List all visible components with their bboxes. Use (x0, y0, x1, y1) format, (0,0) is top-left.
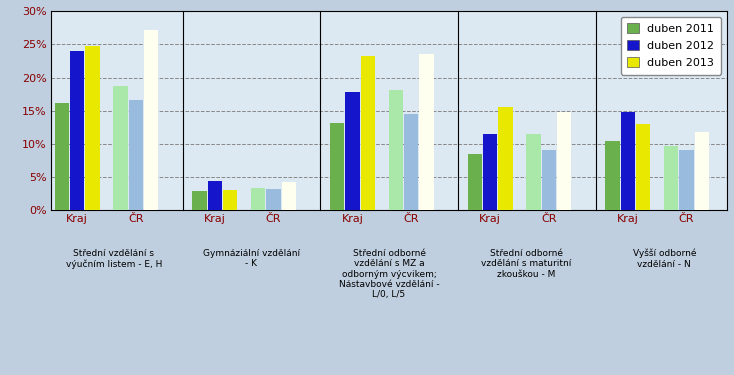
Text: Střední odborné
vzdělání s maturitní
zkouškou - M: Střední odborné vzdělání s maturitní zko… (482, 249, 572, 279)
Bar (468, 154, 482, 210)
Bar (70, 51, 84, 210)
Bar (557, 112, 571, 210)
Bar (223, 190, 237, 210)
Bar (208, 181, 222, 210)
Bar (419, 54, 434, 210)
Bar (621, 112, 635, 210)
Text: Střední vzdělání s
výučním listem - E, H: Střední vzdělání s výučním listem - E, H (65, 249, 162, 269)
Bar (664, 146, 678, 210)
Bar (606, 141, 619, 210)
Bar (526, 135, 541, 210)
Bar (192, 192, 207, 210)
Bar (404, 114, 418, 210)
Bar (266, 189, 280, 210)
Bar (346, 92, 360, 210)
Bar (128, 100, 143, 210)
Bar (636, 124, 650, 210)
Text: Vyšší odborné
vzdělání - N: Vyšší odborné vzdělání - N (633, 249, 696, 269)
Bar (542, 150, 556, 210)
Text: Střední odborné
vzdělání s MZ a
odborným výcvikem;
Nástavbové vzdělání -
L/0, L/: Střední odborné vzdělání s MZ a odborným… (338, 249, 440, 300)
Bar (251, 188, 265, 210)
Bar (498, 107, 513, 210)
Bar (144, 30, 159, 210)
Bar (54, 103, 69, 210)
Legend: duben 2011, duben 2012, duben 2013: duben 2011, duben 2012, duben 2013 (621, 17, 721, 75)
Bar (85, 46, 100, 210)
Text: Gymnáziální vzdělání
- K: Gymnáziální vzdělání - K (203, 249, 300, 268)
Bar (694, 132, 709, 210)
Bar (360, 56, 375, 210)
Bar (483, 134, 498, 210)
Bar (282, 182, 296, 210)
Bar (113, 86, 128, 210)
Bar (330, 123, 344, 210)
Bar (680, 150, 694, 210)
Bar (388, 90, 403, 210)
